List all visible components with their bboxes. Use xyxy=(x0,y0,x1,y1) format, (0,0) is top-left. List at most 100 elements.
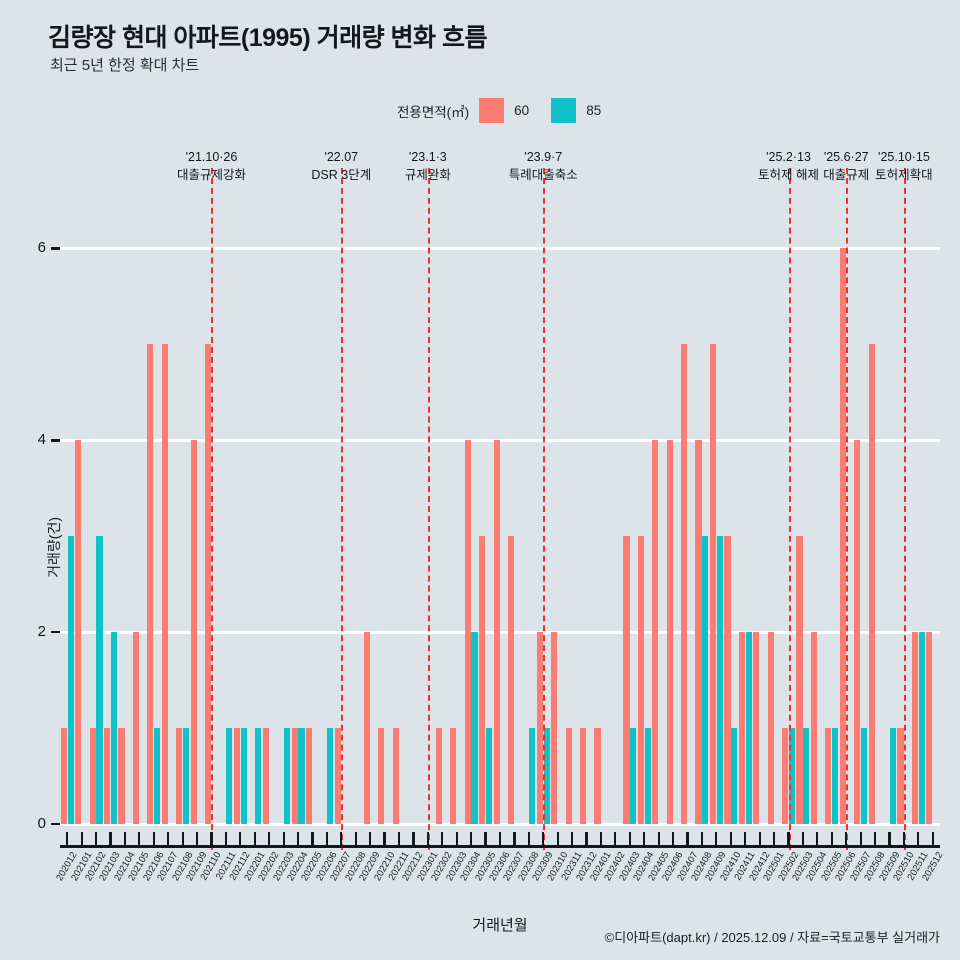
bar-60-202403 xyxy=(623,536,630,824)
x-tick-mark xyxy=(239,832,242,845)
event-label-202110: '21.10·26 대출규제강화 xyxy=(177,148,246,184)
x-tick-mark xyxy=(758,832,761,845)
x-tick-mark xyxy=(369,832,372,845)
x-tick-mark xyxy=(498,832,502,845)
x-tick-mark xyxy=(296,832,300,845)
x-tick-mark xyxy=(181,832,184,845)
bar-85-202112 xyxy=(240,728,247,824)
x-axis: 202012 202101 202102 202103 202104 202105 2021… xyxy=(54,824,945,934)
footer-credit: ©디아파트(dapt.kr) / 2025.12.09 / 자료=국토교통부 실… xyxy=(604,930,940,945)
bar-60-202305 xyxy=(479,536,486,824)
bar-60-202306 xyxy=(493,440,500,824)
y-axis-title: 거래량(건) xyxy=(46,517,62,578)
bar-60-202409 xyxy=(709,344,717,824)
x-tick-mark xyxy=(167,832,170,845)
bar-85-202012 xyxy=(67,536,74,824)
x-tick-mark xyxy=(816,832,819,845)
bar-60-202508 xyxy=(868,344,875,824)
y-tick-label: 4 xyxy=(37,431,46,449)
bar-60-202503 xyxy=(796,536,803,824)
x-tick-mark xyxy=(66,832,69,845)
legend-swatch-85 xyxy=(551,98,577,123)
gridline xyxy=(60,246,940,250)
x-tick-mark xyxy=(643,832,646,845)
x-axis-spine xyxy=(60,845,940,848)
bar-85-202411 xyxy=(745,632,752,824)
bar-60-202303 xyxy=(450,728,457,824)
bar-60-202209 xyxy=(363,632,370,824)
legend-label-85: 85 xyxy=(586,103,602,118)
x-tick-mark xyxy=(426,832,429,845)
y-tick-mark xyxy=(51,438,60,442)
bar-85-202505 xyxy=(832,728,839,824)
event-label-202309: '23.9·7 특례대출축소 xyxy=(509,148,578,184)
x-tick-mark xyxy=(123,832,126,845)
x-tick-mark xyxy=(253,832,256,845)
bar-85-202408 xyxy=(702,536,709,824)
x-tick-mark xyxy=(787,832,790,845)
bar-85-202103 xyxy=(110,632,117,824)
bar-60-202401 xyxy=(594,728,601,824)
x-tick-mark xyxy=(931,832,934,845)
bar-60-202310 xyxy=(551,632,558,824)
bar-60-202407 xyxy=(681,344,688,824)
x-tick-mark xyxy=(599,832,603,845)
bar-85-202102 xyxy=(96,536,103,824)
bar-85-202503 xyxy=(803,728,810,824)
event-date: '23.1·3 xyxy=(408,150,447,164)
event-line-202502 xyxy=(788,168,791,850)
legend-label-60: 60 xyxy=(514,103,530,118)
bar-85-202409 xyxy=(716,536,723,824)
x-tick-mark xyxy=(542,832,545,845)
bar-60-202511 xyxy=(911,632,919,824)
bar-60-202012 xyxy=(60,728,67,824)
bar-85-202204 xyxy=(298,728,305,824)
x-tick-mark xyxy=(729,832,732,845)
bar-60-202501 xyxy=(767,632,774,824)
x-tick-mark xyxy=(94,832,98,845)
x-tick-mark xyxy=(484,832,487,845)
bar-60-202112 xyxy=(233,728,240,824)
x-tick-mark xyxy=(772,832,776,845)
x-tick-mark xyxy=(527,832,530,845)
bar-60-202410 xyxy=(724,536,731,824)
bar-85-202511 xyxy=(918,632,925,824)
x-tick-mark xyxy=(801,832,805,845)
event-label-202301: '23.1·3 규제완화 xyxy=(405,148,451,184)
bar-60-202502 xyxy=(782,728,789,824)
y-tick-mark xyxy=(51,630,60,634)
x-tick-mark xyxy=(268,832,271,845)
event-label-202207: '22.07 DSR 3단계 xyxy=(311,148,371,184)
x-tick-mark xyxy=(513,832,516,845)
event-label-202510: '25.10·15 토허제확대 xyxy=(875,148,933,184)
x-tick-mark xyxy=(859,832,862,845)
y-tick-label: 2 xyxy=(37,623,46,641)
x-tick-mark xyxy=(873,832,877,845)
event-name: 대출규제강화 xyxy=(176,168,246,183)
bar-60-202103 xyxy=(103,728,111,824)
legend-swatch-60 xyxy=(479,98,505,123)
x-tick-mark xyxy=(195,832,199,845)
event-date: '25.6·27 xyxy=(823,150,869,164)
bar-85-202502 xyxy=(788,728,795,824)
bar-60-202108 xyxy=(176,728,183,824)
x-tick-mark xyxy=(325,832,328,845)
event-date: '23.9·7 xyxy=(524,150,563,164)
x-tick-mark xyxy=(614,832,617,845)
bar-85-202206 xyxy=(327,728,334,824)
bar-60-202510 xyxy=(897,728,904,824)
gridline xyxy=(60,438,940,442)
x-tick-mark xyxy=(700,832,704,845)
event-label-202502: '25.2·13 토허제 해제 xyxy=(758,148,819,184)
x-tick-mark xyxy=(109,832,112,845)
bar-60-202101 xyxy=(75,440,82,824)
bar-series-group xyxy=(60,210,940,824)
x-tick-mark xyxy=(397,832,401,845)
bar-60-202304 xyxy=(464,440,471,824)
bar-60-202404 xyxy=(637,536,644,824)
bar-60-202211 xyxy=(392,728,399,824)
x-tick-mark xyxy=(830,832,833,845)
event-name: 특례대출축소 xyxy=(508,168,578,183)
bar-60-202411 xyxy=(738,632,745,824)
bar-60-202210 xyxy=(378,728,385,824)
